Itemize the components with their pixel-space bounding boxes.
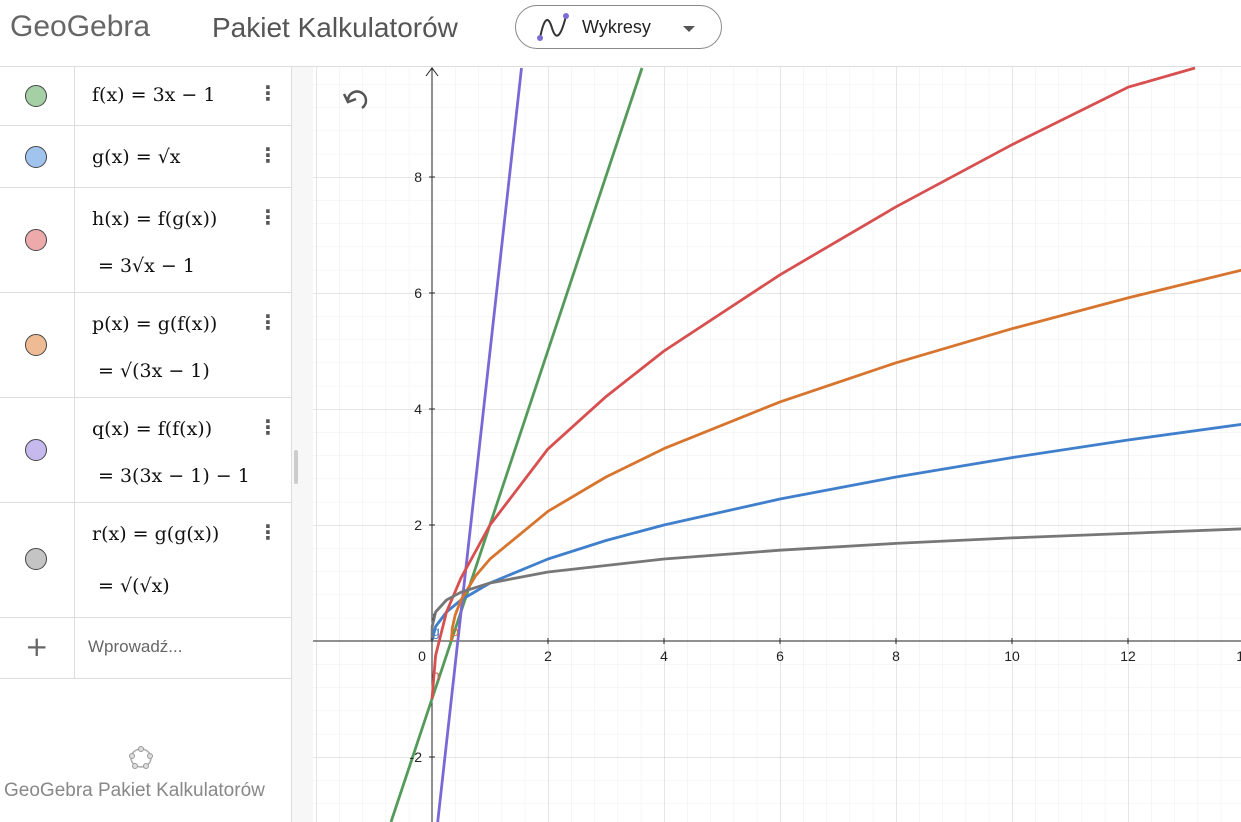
definition[interactable]: p(x) = g(f(x)) [92, 313, 218, 335]
panel-divider[interactable] [291, 67, 313, 822]
input-row[interactable]: + Wprowadź... [0, 618, 291, 679]
y-tick-label: 2 [414, 517, 422, 533]
curve-label: p [451, 623, 459, 639]
x-tick-label: 14 [1236, 648, 1241, 664]
result: = 3(3x − 1) − 1 [98, 465, 250, 487]
row-menu[interactable]: ⋮ [258, 143, 278, 167]
visibility-toggle[interactable] [25, 334, 47, 356]
x-tick-label: 4 [660, 648, 668, 664]
curve-label: r [432, 608, 437, 624]
x-tick-label: 8 [892, 648, 900, 664]
curve-q [436, 67, 523, 822]
input-placeholder[interactable]: Wprowadź... [88, 637, 183, 656]
dropdown-arrow [683, 26, 695, 32]
visibility-toggle[interactable] [25, 85, 47, 107]
visibility-toggle[interactable] [25, 146, 47, 168]
x-tick-label: 6 [776, 648, 784, 664]
algebra-row[interactable]: p(x) = g(f(x)) = √(3x − 1) ⋮ [0, 293, 291, 398]
graph-icon [537, 13, 569, 41]
definition[interactable]: h(x) = f(g(x)) [92, 208, 218, 230]
app-title: Pakiet Kalkulatorów [212, 12, 458, 43]
row-menu[interactable]: ⋮ [258, 205, 278, 229]
visibility-toggle[interactable] [25, 548, 47, 570]
row-menu[interactable]: ⋮ [258, 520, 278, 544]
definition[interactable]: f(x) = 3x − 1 [92, 84, 216, 106]
row-menu[interactable]: ⋮ [258, 81, 278, 105]
x-tick-label: 2 [544, 648, 552, 664]
add-icon[interactable]: + [25, 630, 49, 663]
y-tick-label: 8 [414, 169, 422, 185]
x-tick-label: 10 [1004, 648, 1020, 664]
algebra-row[interactable]: r(x) = g(g(x)) = √(√x) ⋮ [0, 503, 291, 618]
definition[interactable]: q(x) = f(f(x)) [92, 418, 213, 440]
y-tick-label: 6 [414, 285, 422, 301]
curve-label: g [432, 623, 440, 639]
visibility-toggle[interactable] [25, 229, 47, 251]
row-menu[interactable]: ⋮ [258, 310, 278, 334]
result: = √(3x − 1) [98, 360, 210, 382]
algebra-view: f(x) = 3x − 1 ⋮ g(x) = √x ⋮ h(x) = f(g(x))… [0, 67, 291, 822]
undo-button[interactable] [342, 90, 368, 110]
algebra-row[interactable]: g(x) = √x ⋮ [0, 126, 291, 188]
row-menu[interactable]: ⋮ [258, 415, 278, 439]
curve-h [430, 66, 1196, 700]
curve-p [449, 268, 1241, 642]
logo[interactable]: GeoGebra [10, 10, 151, 43]
axis-arrow [425, 67, 439, 77]
header: GeoGebra Pakiet Kalkulatorów Wykresy [0, 0, 1241, 67]
definition[interactable]: g(x) = √x [92, 146, 181, 168]
curve-label: h [432, 667, 440, 683]
footer-text: GeoGebra Pakiet Kalkulatorów [4, 780, 265, 801]
result: = 3√x − 1 [98, 255, 195, 277]
visibility-toggle[interactable] [25, 439, 47, 461]
app-select[interactable]: Wykresy [515, 5, 722, 49]
curve-r [430, 527, 1241, 642]
app-select-label: Wykresy [582, 17, 651, 37]
x-tick-label: 12 [1120, 648, 1136, 664]
algebra-row[interactable]: h(x) = f(g(x)) = 3√x − 1 ⋮ [0, 188, 291, 293]
y-tick-label: -2 [410, 749, 423, 765]
x-tick-label: 0 [418, 648, 426, 664]
algebra-row[interactable]: q(x) = f(f(x)) = 3(3x − 1) − 1 ⋮ [0, 398, 291, 503]
result: = √(√x) [98, 575, 170, 597]
definition[interactable]: r(x) = g(g(x)) [92, 523, 220, 545]
major-grid [312, 67, 1241, 822]
footer-logo [129, 746, 153, 769]
algebra-row[interactable]: f(x) = 3x − 1 ⋮ [0, 67, 291, 126]
y-tick-label: 4 [414, 401, 422, 417]
